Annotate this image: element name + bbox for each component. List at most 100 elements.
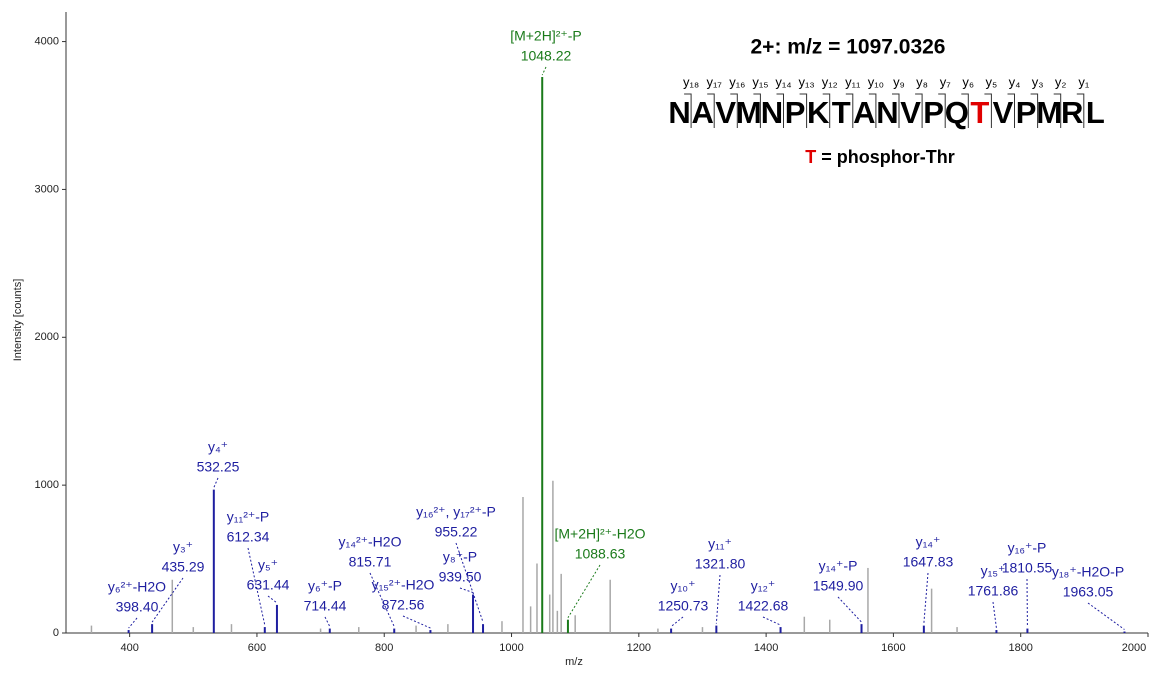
fragment-bracket [753,93,761,128]
leader-line [324,616,331,627]
note-symbol: T [805,147,816,167]
fragment-label: y₆ [962,74,974,89]
peak-annotation: y₈⁺-P [443,549,477,565]
sequence-letter: Q [945,95,969,130]
peak-mz-label: 714.44 [304,598,347,614]
fragment-bracket [822,93,831,128]
fragment-label: y₁₃ [799,74,815,89]
peak-annotation: y₆²⁺-H2O [108,579,166,595]
sequence-letter: P [923,95,944,130]
peak-mz-label: 1422.68 [738,598,789,614]
peak-annotation: y₁₅²⁺-H2O [372,577,435,593]
leader-line [992,601,997,629]
sequence-letter: V [993,95,1014,130]
peak-mz-label: 1963.05 [1063,584,1114,600]
sequence-letter: R [1061,95,1083,130]
sequence-letter: T [832,95,851,130]
peak-annotation: y₆⁺-P [308,578,342,594]
peak-mz-label: 955.22 [435,524,478,540]
fragment-label: y₄ [1009,74,1021,89]
fragment-bracket [1007,93,1015,128]
peak-annotation: y₄⁺ [208,439,228,455]
fragment-bracket [707,93,715,128]
inset-title: 2+: m/z = 1097.0326 [751,36,946,59]
peak-annotation: y₁₂⁺ [751,578,776,594]
peak-annotation: y₁₁⁺ [708,536,732,552]
peak-mz-label: 1549.90 [813,578,864,594]
peak-mz-label: 532.25 [197,459,240,475]
x-tick-label: 1000 [499,642,523,654]
sequence-letter: N [761,95,783,130]
fragment-label: y₁₁ [845,74,861,89]
leader-line [923,572,929,624]
peak-annotation: [M+2H]²⁺-H2O [554,526,645,542]
sequence-letter: T [970,95,989,130]
peak-annotation: y₁₁²⁺-P [227,509,270,525]
fragment-bracket [961,93,969,128]
sequence-letter: P [1016,95,1037,130]
y-tick-label: 4000 [35,35,59,47]
leader-line [247,547,266,626]
fragment-bracket [684,93,692,128]
fragment-label: y₈ [916,74,928,89]
peak-mz-label: 815.71 [349,554,392,570]
peak-annotation: y₁₈⁺-H2O-P [1052,564,1124,580]
inset-note: T = phosphor-Thr [805,147,955,167]
fragment-bracket [799,93,808,128]
x-tick-label: 400 [120,642,138,654]
leader-line [1087,602,1125,630]
fragment-bracket [984,93,992,128]
x-tick-label: 1800 [1008,642,1032,654]
sequence-letter: N [668,95,690,130]
peak-annotation: y₁₄⁺-P [819,558,858,574]
peak-annotation: y₁₀⁺ [671,578,696,594]
fragment-label: y₁₇ [707,74,723,89]
sequence-letter: V [900,95,921,130]
leader-line [151,577,184,623]
leader-line [267,595,278,604]
leader-line [459,587,474,594]
fragment-label: y₁₅ [752,74,768,89]
fragment-bracket [776,93,784,128]
y-tick-label: 2000 [35,331,59,343]
peak-mz-label: 612.34 [227,529,270,545]
leader-line [567,564,601,618]
fragment-label: y₂ [1055,74,1067,89]
peak-mz-label: 1321.80 [695,556,746,572]
peak-annotation: y₅⁺ [258,557,278,573]
x-tick-label: 1600 [881,642,905,654]
leader-line [715,574,721,624]
peak-annotation: y₁₄⁺ [916,534,941,550]
x-tick-label: 800 [375,642,393,654]
sequence-letter: M [736,95,762,130]
peak-mz-label: 631.44 [247,577,290,593]
x-tick-label: 600 [248,642,266,654]
sequence-letter: A [691,95,713,130]
peak-mz-label: 1250.73 [658,598,709,614]
y-tick-label: 1000 [35,479,59,491]
fragment-bracket [730,93,738,128]
fragment-bracket [1053,93,1062,128]
fragment-bracket [868,93,877,128]
peak-annotation: [M+2H]²⁺-P [510,28,582,44]
fragment-bracket [938,93,946,128]
x-tick-label: 2000 [1122,642,1146,654]
leader-line [402,615,431,629]
fragment-label: y₁₀ [868,74,884,89]
sequence-letter: M [1036,95,1062,130]
peak-annotation: y₁₅⁺ [981,563,1006,579]
peak-mz-label: 1647.83 [903,554,954,570]
fragment-bracket [1076,93,1085,128]
peak-annotation: y₁₄²⁺-H2O [339,534,402,550]
fragment-bracket [892,93,900,128]
y-tick-label: 3000 [35,183,59,195]
fragment-bracket [845,93,854,128]
peak-mz-label: 398.40 [116,599,159,615]
fragment-bracket [1030,93,1039,128]
leader-line [213,477,219,488]
peak-annotation: y₁₆²⁺, y₁₇²⁺-P [416,504,496,520]
leader-line [128,617,138,629]
x-tick-label: 1200 [627,642,651,654]
peak-annotation: y₁₆⁺-P [1008,540,1047,556]
